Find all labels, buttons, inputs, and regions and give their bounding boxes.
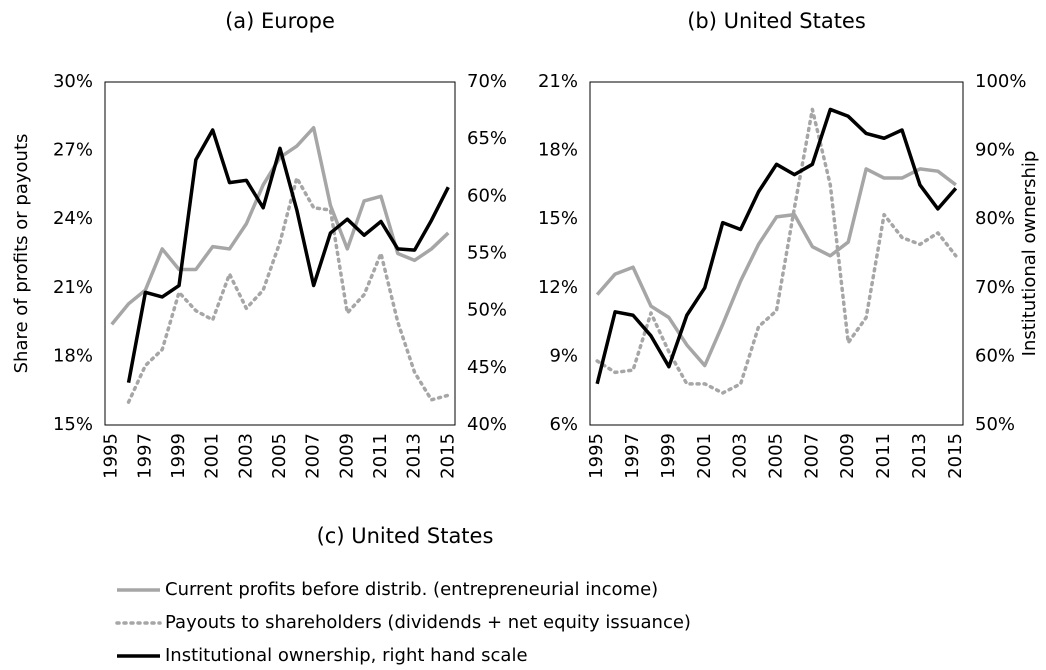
series-line [126,128,450,384]
y2-tick-label: 40% [467,414,507,435]
legend-label: Institutional ownership, right hand scal… [165,645,528,666]
y-tick-label: 27% [53,140,93,161]
caption: (c) United States [317,524,494,548]
x-tick-label: 1997 [622,433,643,479]
y-tick-label: 18% [53,345,93,366]
x-tick-label: 2011 [370,433,391,479]
y-tick-label: 15% [53,414,93,435]
plot-frame [589,81,964,426]
y2-axis-label: Institutional ownership [1019,151,1040,357]
series-line [595,107,958,395]
y2-tick-label: 65% [467,128,507,149]
y2-tick-label: 100% [975,71,1026,92]
chart-title: (b) United States [687,9,866,33]
y-tick-label: 18% [538,140,578,161]
x-tick-label: 2005 [766,433,787,479]
x-tick-label: 2007 [801,433,822,479]
y2-tick-label: 50% [975,414,1015,435]
x-tick-label: 2009 [837,433,858,479]
y-tick-label: 15% [538,208,578,229]
y2-tick-label: 90% [975,140,1015,161]
y-axis-label: Share of profits or payouts [11,134,32,374]
y-tick-label: 24% [53,208,93,229]
y-tick-label: 21% [53,277,93,298]
x-tick-label: 2013 [404,433,425,479]
x-tick-label: 1997 [134,433,155,479]
y-tick-label: 9% [549,345,578,366]
x-tick-label: 2001 [202,433,223,479]
x-tick-label: 2003 [235,433,256,479]
y2-tick-label: 80% [975,208,1015,229]
x-tick-label: 1995 [101,433,122,479]
y2-tick-label: 70% [467,71,507,92]
y-tick-label: 21% [538,71,578,92]
plot-frame [104,81,456,426]
y2-tick-label: 45% [467,357,507,378]
series-line [595,167,957,368]
chart-title: (a) Europe [225,9,335,33]
x-tick-label: 2001 [694,433,715,479]
x-tick-label: 2007 [303,433,324,479]
y2-tick-label: 60% [467,185,507,206]
series-line [595,107,958,385]
x-tick-label: 2013 [909,433,930,479]
x-tick-label: 1999 [658,433,679,479]
y-tick-label: 12% [538,277,578,298]
y-tick-label: 30% [53,71,93,92]
series-line [110,125,450,326]
x-tick-label: 2015 [437,433,458,479]
x-tick-label: 2011 [873,433,894,479]
x-tick-label: 2009 [336,433,357,479]
x-tick-label: 2015 [945,433,966,479]
legend-label: Current profits before distrib. (entrepr… [165,579,658,600]
series-line [126,176,451,404]
x-tick-label: 1995 [586,433,607,479]
y2-tick-label: 55% [467,243,507,264]
x-tick-label: 1999 [168,433,189,479]
y2-tick-label: 60% [975,345,1015,366]
x-tick-label: 2005 [269,433,290,479]
legend-label: Payouts to shareholders (dividends + net… [165,612,691,633]
y-tick-label: 6% [549,414,578,435]
y2-tick-label: 70% [975,277,1015,298]
y2-tick-label: 50% [467,300,507,321]
x-tick-label: 2003 [730,433,751,479]
